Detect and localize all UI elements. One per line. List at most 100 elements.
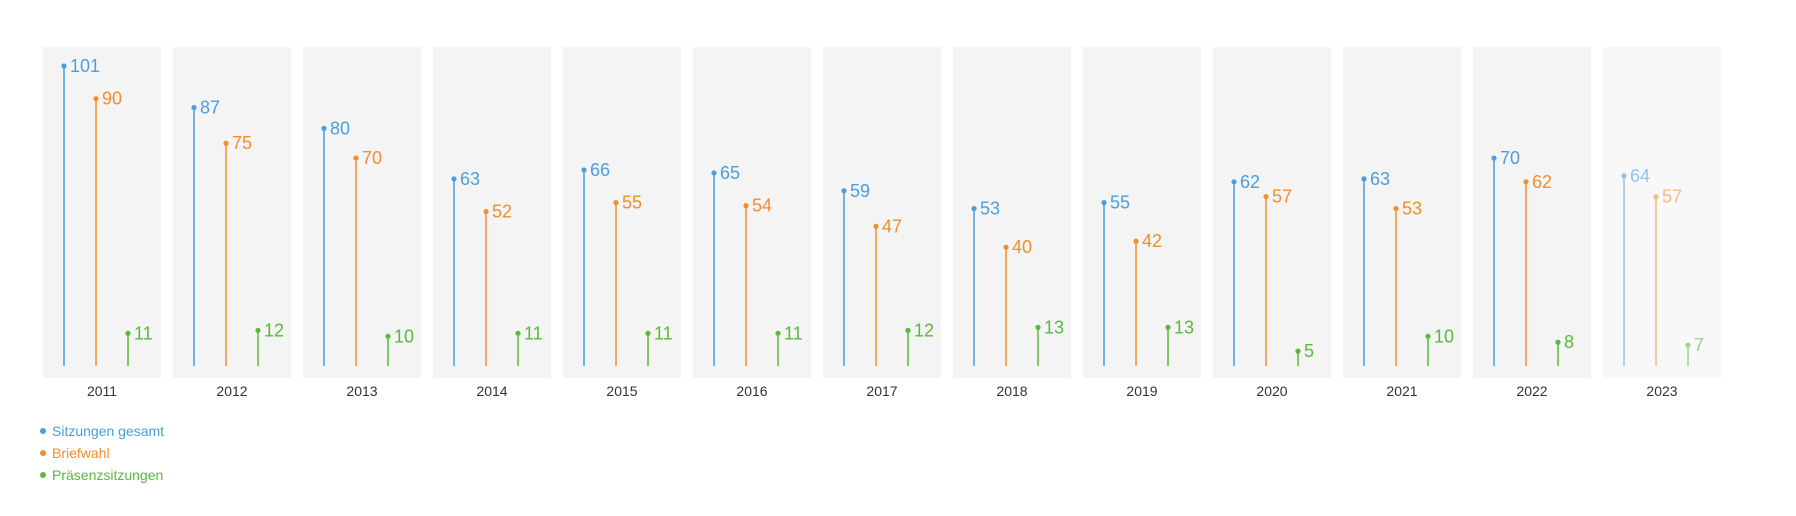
value-label-sitzungen-gesamt-2014: 63	[460, 169, 480, 189]
dot-präsenzsitzungen-2021	[1425, 333, 1431, 339]
x-tick-label-2011: 2011	[87, 383, 117, 399]
legend-item: Briefwahl	[40, 442, 164, 464]
year-panel-2014: 63 52 11	[433, 47, 551, 378]
panel-background	[1213, 47, 1331, 378]
legend: Sitzungen gesamt Briefwahl Präsenzsitzunge…	[40, 420, 164, 486]
dot-briefwahl-2013	[353, 155, 359, 161]
dot-sitzungen-gesamt-2021	[1361, 176, 1367, 182]
x-tick-label-2018: 2018	[996, 383, 1027, 399]
dot-sitzungen-gesamt-2020	[1231, 179, 1237, 185]
panel-background	[303, 47, 421, 378]
dot-präsenzsitzungen-2015	[645, 330, 651, 336]
dot-sitzungen-gesamt-2017	[841, 188, 847, 194]
value-label-präsenzsitzungen-2022: 8	[1564, 332, 1574, 352]
panel-background	[1343, 47, 1461, 378]
legend-label: Präsenzsitzungen	[52, 467, 164, 483]
dot-sitzungen-gesamt-2022	[1491, 155, 1497, 161]
year-panel-2020: 62 57 5	[1213, 47, 1331, 378]
year-panel-2023: 64 57 7	[1603, 47, 1721, 378]
dot-präsenzsitzungen-2019	[1165, 324, 1171, 330]
value-label-briefwahl-2012: 75	[232, 133, 252, 153]
legend-label: Sitzungen gesamt	[52, 423, 165, 439]
value-label-präsenzsitzungen-2021: 10	[1434, 326, 1454, 346]
dot-präsenzsitzungen-2013	[385, 333, 391, 339]
dot-präsenzsitzungen-2012	[255, 327, 261, 333]
value-label-präsenzsitzungen-2015: 11	[654, 323, 673, 343]
dot-präsenzsitzungen-2023	[1685, 342, 1691, 348]
value-label-sitzungen-gesamt-2019: 55	[1110, 193, 1130, 213]
value-label-präsenzsitzungen-2018: 13	[1044, 317, 1064, 337]
dot-sitzungen-gesamt-2011	[61, 63, 67, 69]
dot-sitzungen-gesamt-2014	[451, 176, 457, 182]
x-tick-label-2014: 2014	[476, 383, 507, 399]
dot-präsenzsitzungen-2016	[775, 330, 781, 336]
year-panel-2013: 80 70 10	[303, 47, 421, 378]
dot-sitzungen-gesamt-2015	[581, 167, 587, 173]
dot-präsenzsitzungen-2017	[905, 327, 911, 333]
dot-präsenzsitzungen-2014	[515, 330, 521, 336]
year-panel-2012: 87 75 12	[173, 47, 291, 378]
value-label-sitzungen-gesamt-2023: 64	[1630, 166, 1650, 186]
value-label-briefwahl-2011: 90	[102, 89, 122, 109]
x-tick-label-2019: 2019	[1126, 383, 1157, 399]
dot-briefwahl-2020	[1263, 194, 1269, 200]
dot-briefwahl-2017	[873, 223, 879, 229]
value-label-briefwahl-2016: 54	[752, 196, 772, 216]
year-panel-2018: 53 40 13	[953, 47, 1071, 378]
value-label-briefwahl-2015: 55	[622, 193, 642, 213]
x-tick-label-2016: 2016	[736, 383, 767, 399]
dot-präsenzsitzungen-2020	[1295, 348, 1301, 354]
value-label-briefwahl-2022: 62	[1532, 172, 1552, 192]
value-label-sitzungen-gesamt-2013: 80	[330, 118, 350, 138]
value-label-briefwahl-2014: 52	[492, 202, 512, 222]
value-label-präsenzsitzungen-2019: 13	[1174, 317, 1194, 337]
value-label-briefwahl-2019: 42	[1142, 231, 1162, 251]
value-label-präsenzsitzungen-2011: 11	[134, 323, 153, 343]
panel-background	[433, 47, 551, 378]
dot-präsenzsitzungen-2018	[1035, 324, 1041, 330]
panel-background	[823, 47, 941, 378]
dot-sitzungen-gesamt-2018	[971, 205, 977, 212]
year-panel-2019: 55 42 13	[1083, 47, 1201, 378]
dot-briefwahl-2023	[1653, 194, 1659, 200]
value-label-briefwahl-2018: 40	[1012, 237, 1032, 257]
value-label-präsenzsitzungen-2013: 10	[394, 326, 414, 346]
legend-label: Briefwahl	[52, 445, 110, 461]
value-label-sitzungen-gesamt-2018: 53	[980, 199, 1000, 219]
year-panel-2022: 70 62 8	[1473, 47, 1591, 378]
value-label-präsenzsitzungen-2017: 12	[914, 320, 934, 340]
legend-marker	[40, 428, 46, 434]
dot-präsenzsitzungen-2011	[125, 330, 131, 336]
value-label-briefwahl-2020: 57	[1272, 187, 1292, 207]
panel-background	[173, 47, 291, 378]
value-label-sitzungen-gesamt-2017: 59	[850, 181, 870, 201]
year-panel-2015: 66 55 11	[563, 47, 681, 378]
dot-briefwahl-2016	[743, 203, 749, 209]
dot-briefwahl-2019	[1133, 238, 1139, 244]
dot-briefwahl-2021	[1393, 205, 1399, 212]
value-label-sitzungen-gesamt-2015: 66	[590, 160, 610, 180]
panel-background	[1603, 47, 1721, 378]
dot-briefwahl-2018	[1003, 244, 1009, 250]
dot-sitzungen-gesamt-2019	[1101, 200, 1107, 206]
panel-background	[693, 47, 811, 378]
dot-briefwahl-2011	[93, 96, 99, 102]
panel-background	[563, 47, 681, 378]
legend-item: Sitzungen gesamt	[40, 420, 164, 442]
value-label-sitzungen-gesamt-2020: 62	[1240, 172, 1260, 192]
dot-präsenzsitzungen-2022	[1555, 339, 1561, 345]
x-tick-label-2015: 2015	[606, 383, 637, 399]
value-label-sitzungen-gesamt-2016: 65	[720, 163, 740, 183]
x-tick-label-2020: 2020	[1256, 383, 1287, 399]
value-label-sitzungen-gesamt-2021: 63	[1370, 169, 1390, 189]
panel-background	[953, 47, 1071, 378]
panel-background	[43, 47, 161, 378]
dot-briefwahl-2015	[613, 200, 619, 206]
value-label-präsenzsitzungen-2012: 12	[264, 320, 284, 340]
value-label-präsenzsitzungen-2020: 5	[1304, 341, 1314, 361]
value-label-präsenzsitzungen-2014: 11	[524, 323, 543, 343]
value-label-briefwahl-2023: 57	[1662, 187, 1682, 207]
x-tick-label-2021: 2021	[1386, 383, 1417, 399]
value-label-sitzungen-gesamt-2011: 101	[70, 56, 100, 76]
